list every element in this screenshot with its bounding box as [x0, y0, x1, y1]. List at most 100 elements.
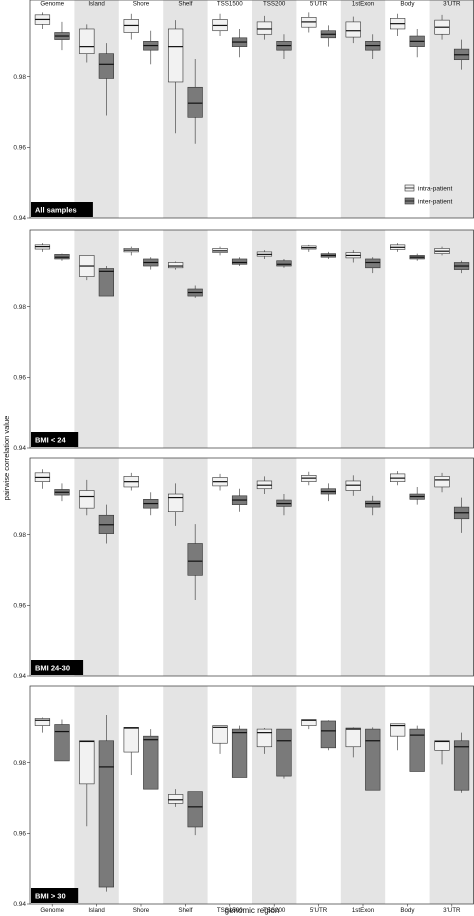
- intra-patient-box: [301, 719, 317, 730]
- panel-tag-label: BMI < 24: [35, 436, 66, 445]
- box-body: [256, 21, 273, 35]
- intra-patient-box: [168, 789, 184, 807]
- box-body: [276, 260, 292, 267]
- intra-patient-box: [212, 725, 228, 754]
- box-body: [143, 735, 159, 790]
- y-tick-label: 0.96: [13, 603, 26, 610]
- category-label: TSS200: [263, 1, 286, 8]
- y-tick-label: 0.98: [13, 760, 26, 767]
- inter-patient-box: [187, 59, 203, 144]
- y-tick-label: 0.94: [13, 901, 26, 908]
- category-label: Island: [88, 907, 105, 914]
- y-tick-label: 0.98: [13, 304, 26, 311]
- intra-patient-box: [434, 740, 450, 765]
- box-body: [168, 794, 184, 804]
- inter-patient-box: [320, 483, 336, 502]
- box-body: [54, 724, 70, 762]
- category-label: Shore: [133, 1, 150, 8]
- box-body: [187, 543, 203, 576]
- inter-patient-box: [187, 524, 203, 601]
- box-body: [98, 268, 114, 297]
- box-body: [434, 740, 450, 751]
- box-body: [390, 723, 406, 737]
- category-label: 5'UTR: [310, 907, 328, 914]
- shaded-column: [429, 458, 474, 676]
- intra-patient-box: [212, 473, 228, 491]
- inter-patient-box: [54, 483, 70, 502]
- category-label: 1stExon: [352, 1, 375, 8]
- box-body: [79, 740, 95, 785]
- intra-patient-box: [34, 12, 51, 29]
- shaded-column: [252, 230, 297, 448]
- box-body: [365, 728, 381, 791]
- intra-patient-box: [79, 24, 95, 63]
- inter-patient-box: [276, 728, 292, 779]
- intra-patient-box: [256, 250, 273, 259]
- intra-patient-box: [390, 243, 406, 252]
- intra-patient-box: [168, 261, 184, 270]
- category-label: TSS200: [263, 907, 286, 914]
- inter-patient-box: [187, 285, 203, 298]
- y-tick-label: 0.94: [13, 445, 26, 452]
- inter-patient-box: [276, 258, 292, 268]
- inter-patient-box: [143, 492, 159, 516]
- category-label: 3'UTR: [443, 1, 461, 8]
- intra-patient-box: [123, 246, 139, 256]
- inter-patient-box: [143, 729, 159, 790]
- box-body: [409, 728, 425, 772]
- inter-patient-box: [143, 30, 159, 65]
- inter-patient-box: [320, 25, 336, 47]
- y-tick-label: 0.96: [13, 145, 26, 152]
- box-body: [34, 718, 51, 726]
- box-body: [320, 720, 336, 749]
- intra-patient-box: [345, 250, 361, 263]
- box-body: [168, 262, 184, 269]
- shaded-column: [252, 458, 297, 676]
- inter-patient-box: [143, 257, 159, 270]
- box-body: [187, 86, 203, 118]
- box-body: [168, 28, 184, 83]
- box-body: [231, 258, 248, 265]
- intra-patient-box: [434, 14, 450, 40]
- inter-patient-box: [231, 28, 248, 58]
- panel-2: 0.94 0.96 0.98 BMI < 24: [13, 229, 474, 452]
- inter-patient-box: [54, 719, 70, 762]
- inter-patient-box: [409, 28, 425, 58]
- intra-patient-box: [123, 13, 139, 40]
- intra-patient-box: [390, 723, 406, 751]
- category-label: Body: [400, 1, 415, 8]
- panel-tag-background: [31, 660, 84, 675]
- category-label: TSS1500: [217, 907, 243, 914]
- inter-patient-box: [54, 253, 70, 261]
- y-tick-label: 0.96: [13, 375, 26, 382]
- panels-layer: 0.94 0.96 0.98 Genome Island Shore Shelf TSS150…: [13, 0, 474, 914]
- inter-patient-box: [453, 260, 470, 274]
- y-tick-label: 0.98: [13, 532, 26, 539]
- category-label: Shore: [133, 907, 150, 914]
- inter-patient-box: [276, 34, 292, 59]
- legend-label-intra: intra-patient: [418, 186, 453, 193]
- intra-patient-box: [212, 246, 228, 256]
- inter-patient-box: [320, 251, 336, 259]
- inter-patient-box: [231, 257, 248, 267]
- y-tick-label: 0.94: [13, 215, 26, 222]
- inter-patient-box: [231, 725, 248, 778]
- inter-patient-box: [409, 253, 425, 261]
- panel-4: 0.94 0.96 0.98 Genome Island Shore Shelf TSS150…: [13, 685, 474, 914]
- inter-patient-box: [453, 497, 470, 533]
- box-body: [231, 728, 248, 778]
- inter-patient-box: [453, 39, 470, 70]
- inter-patient-box: [320, 720, 336, 751]
- intra-patient-box: [345, 16, 361, 44]
- box-body: [345, 727, 361, 748]
- intra-patient-box: [434, 472, 450, 493]
- category-label: Shelf: [178, 1, 192, 8]
- category-label: 5'UTR: [310, 1, 328, 8]
- intra-patient-box: [301, 12, 317, 33]
- category-label: 3'UTR: [443, 907, 461, 914]
- intra-patient-box: [79, 740, 95, 827]
- box-body: [365, 258, 381, 269]
- box-body: [256, 728, 273, 748]
- shaded-column: [340, 686, 386, 904]
